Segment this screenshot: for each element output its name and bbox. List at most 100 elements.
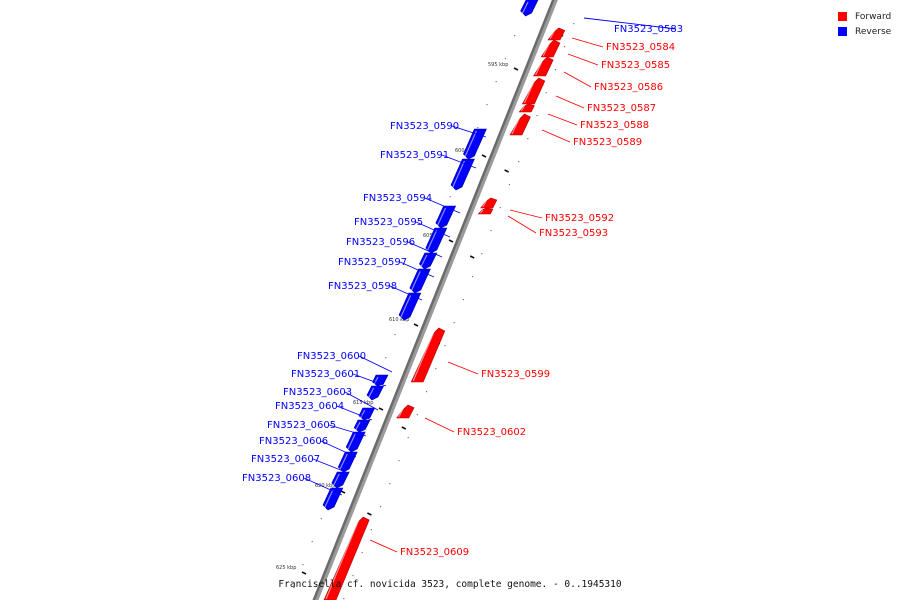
- gene-block[interactable]: [518, 103, 535, 113]
- gene-fn3523-0587[interactable]: FN3523_0587: [521, 77, 656, 114]
- gene-leader: [407, 241, 443, 258]
- gene-fn3523-0593[interactable]: FN3523_0593: [477, 207, 608, 239]
- scale-tick: [301, 571, 307, 575]
- gene-fn3523-0590[interactable]: FN3523_0590: [390, 121, 487, 160]
- gene-label[interactable]: FN3523_0594: [363, 193, 432, 204]
- gene-fn3523-0589[interactable]: FN3523_0589: [509, 113, 642, 148]
- reverse-swatch: [838, 27, 847, 36]
- gene-block[interactable]: [509, 113, 531, 136]
- gene-fn3523-0596[interactable]: FN3523_0596: [346, 237, 443, 270]
- gene-block[interactable]: [353, 419, 371, 433]
- gene-label[interactable]: FN3523_0601: [291, 369, 360, 380]
- gene-fn3523-0604[interactable]: FN3523_0604: [275, 401, 373, 433]
- gene-block[interactable]: [425, 227, 448, 254]
- gene-label[interactable]: FN3523_0586: [594, 82, 663, 93]
- gene-block[interactable]: [521, 77, 546, 105]
- gene-block[interactable]: [477, 207, 494, 215]
- gene-label[interactable]: FN3523_0595: [354, 217, 423, 228]
- gene-fn3523-0608[interactable]: FN3523_0608: [242, 473, 344, 511]
- minor-tick: [508, 184, 510, 186]
- gene-block[interactable]: [410, 327, 446, 383]
- gene-label[interactable]: FN3523_0593: [539, 228, 608, 239]
- gene-label[interactable]: FN3523_0609: [400, 547, 469, 558]
- gene-highlight: [325, 518, 360, 600]
- scale-tick: [413, 323, 419, 327]
- minor-tick: [394, 334, 396, 336]
- gene-block[interactable]: [366, 385, 385, 401]
- gene-fn3523-0606[interactable]: FN3523_0606: [259, 436, 358, 473]
- gene-fn3523-0609[interactable]: FN3523_0609: [323, 516, 469, 600]
- gene-label[interactable]: FN3523_0603: [283, 387, 352, 398]
- gene-highlight: [463, 130, 477, 159]
- gene-label[interactable]: FN3523_0597: [338, 257, 407, 268]
- gene-fn3523-0585[interactable]: FN3523_0585: [540, 39, 670, 71]
- gene-block[interactable]: [358, 407, 376, 421]
- gene-fn3523-0595[interactable]: FN3523_0595: [354, 217, 451, 254]
- minor-tick: [453, 322, 455, 324]
- gene-highlight: [354, 421, 361, 432]
- gene-block[interactable]: [435, 205, 457, 229]
- gene-label[interactable]: FN3523_0608: [242, 473, 311, 484]
- gene-fn3523-0594[interactable]: FN3523_0594: [363, 193, 461, 229]
- gene-fn3523-0599[interactable]: FN3523_0599: [410, 327, 550, 383]
- gene-label[interactable]: FN3523_0600: [297, 351, 366, 362]
- gene-fn3523-0605[interactable]: FN3523_0605: [267, 420, 367, 453]
- gene-fn3523-0598[interactable]: FN3523_0598: [328, 281, 423, 321]
- gene-label[interactable]: FN3523_0602: [457, 427, 526, 438]
- gene-block[interactable]: [398, 292, 422, 321]
- scale-label: 610 kbp: [389, 317, 409, 323]
- gene-label[interactable]: FN3523_0584: [606, 42, 675, 53]
- gene-block[interactable]: [450, 158, 475, 191]
- gene-fn3523-0583[interactable]: FN3523_0583: [520, 0, 684, 35]
- gene-fn3523-0586[interactable]: FN3523_0586: [533, 56, 664, 93]
- minor-tick: [573, 23, 575, 25]
- gene-fn3523-0588[interactable]: FN3523_0588: [518, 103, 649, 131]
- gene-highlight: [482, 199, 488, 208]
- gene-label[interactable]: FN3523_0592: [545, 213, 614, 224]
- gene-label[interactable]: FN3523_0590: [390, 121, 459, 132]
- gene-block[interactable]: [463, 128, 487, 160]
- gene-fn3523-0592[interactable]: FN3523_0592: [480, 197, 614, 224]
- minor-tick: [380, 506, 382, 508]
- gene-block[interactable]: [323, 516, 370, 600]
- gene-label[interactable]: FN3523_0604: [275, 401, 344, 412]
- gene-label[interactable]: FN3523_0589: [573, 137, 642, 148]
- gene-label[interactable]: FN3523_0606: [259, 436, 328, 447]
- gene-label[interactable]: FN3523_0587: [587, 103, 656, 114]
- gene-leader: [571, 37, 604, 48]
- gene-fn3523-0600[interactable]: FN3523_0600: [297, 351, 393, 387]
- gene-label[interactable]: FN3523_0598: [328, 281, 397, 292]
- gene-block[interactable]: [409, 268, 431, 294]
- gene-fn3523-0603[interactable]: FN3523_0603: [283, 387, 379, 421]
- gene-block[interactable]: [547, 27, 566, 41]
- gene-label[interactable]: FN3523_0605: [267, 420, 336, 431]
- gene-fn3523-0591[interactable]: FN3523_0591: [380, 150, 477, 191]
- gene-fn3523-0597[interactable]: FN3523_0597: [338, 257, 435, 294]
- gene-block[interactable]: [345, 431, 366, 453]
- gene-block[interactable]: [540, 39, 561, 58]
- gene-label[interactable]: FN3523_0599: [481, 369, 550, 380]
- gene-fn3523-0607[interactable]: FN3523_0607: [251, 454, 350, 489]
- gene-block[interactable]: [480, 197, 498, 209]
- gene-fn3523-0584[interactable]: FN3523_0584: [547, 27, 675, 53]
- gene-label[interactable]: FN3523_0596: [346, 237, 415, 248]
- gene-label[interactable]: FN3523_0591: [380, 150, 449, 161]
- gene-leader: [567, 53, 599, 66]
- gene-block[interactable]: [520, 0, 539, 17]
- gene-label[interactable]: FN3523_0588: [580, 120, 649, 131]
- gene-block[interactable]: [396, 404, 415, 419]
- gene-label[interactable]: FN3523_0607: [251, 454, 320, 465]
- gene-block[interactable]: [533, 56, 554, 77]
- gene-block[interactable]: [337, 451, 358, 473]
- gene-block[interactable]: [331, 471, 350, 489]
- gene-label[interactable]: FN3523_0585: [601, 60, 670, 71]
- gene-label[interactable]: FN3523_0583: [614, 24, 683, 35]
- gene-fn3523-0602[interactable]: FN3523_0602: [396, 404, 526, 438]
- gene-highlight: [399, 294, 412, 320]
- gene-block[interactable]: [419, 252, 438, 270]
- gene-fn3523-0601[interactable]: FN3523_0601: [291, 369, 387, 401]
- gene-leader: [547, 113, 578, 126]
- gene-highlight: [479, 209, 484, 214]
